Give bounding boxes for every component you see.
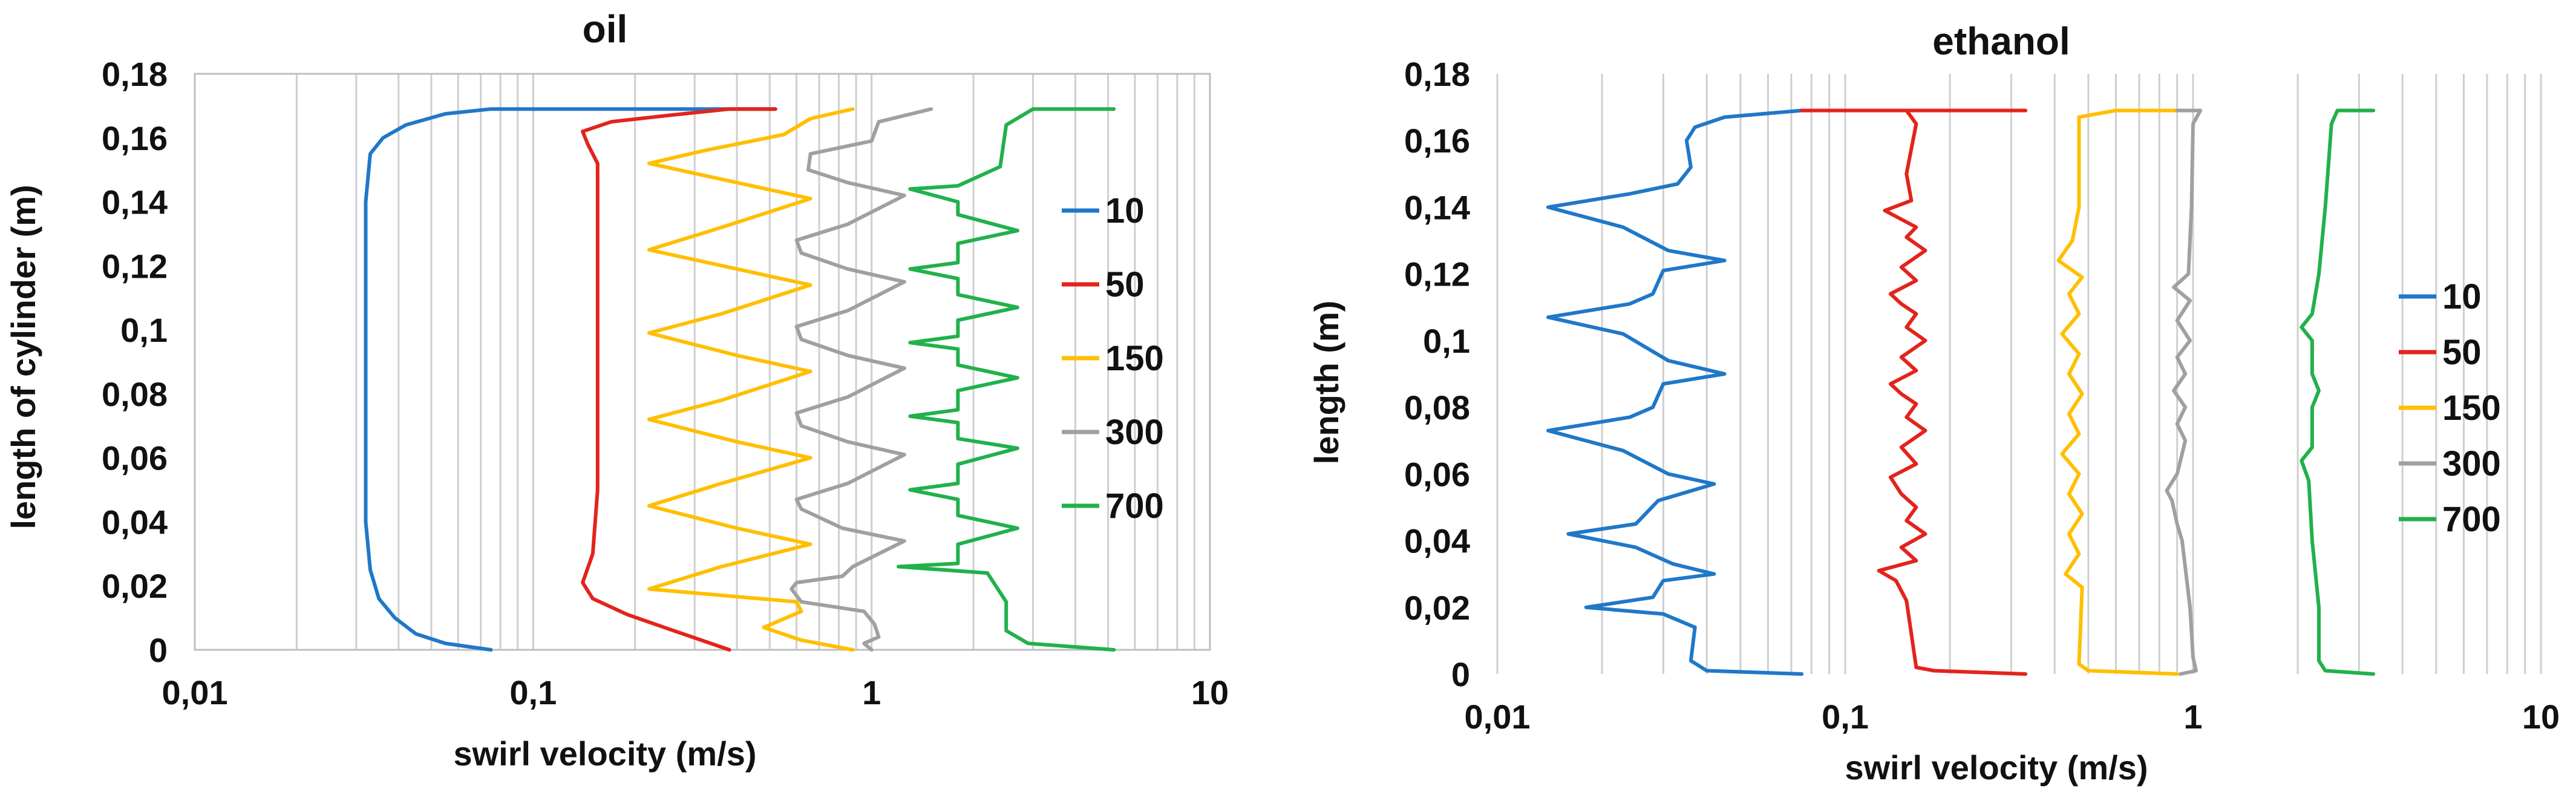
ethanol-legend-label-10: 10 <box>2442 277 2482 316</box>
oil-series-line-150 <box>647 107 855 652</box>
chart-oil-y-ticks: 0 0,02 0,04 0,06 0,08 0,1 0,12 0,14 0,16 0,18 <box>102 55 168 669</box>
ethanol-ytick-label: 0,06 <box>1404 455 1470 493</box>
oil-ytick-label: 0,06 <box>102 439 168 477</box>
oil-legend-label-150: 150 <box>1105 339 1164 378</box>
ethanol-ytick-label: 0,12 <box>1404 255 1470 293</box>
chart-oil-x-ticks: 0,01 0,1 1 10 <box>162 673 1229 712</box>
ethanol-series-line-300 <box>2165 108 2203 676</box>
oil-ytick-label: 0,1 <box>120 311 168 349</box>
chart-ethanol-x-ticks: 0,01 0,1 1 10 <box>1465 698 2560 736</box>
chart-oil: oil length of cylinder (m) swirl velocit… <box>4 7 1229 773</box>
ethanol-legend-label-150: 150 <box>2442 388 2501 428</box>
oil-xtick-label: 1 <box>862 673 881 712</box>
ethanol-xtick-label: 0,01 <box>1465 698 1531 736</box>
ethanol-xtick-label: 10 <box>2522 698 2560 736</box>
oil-xtick-label: 0,1 <box>509 673 557 712</box>
oil-series-line-700 <box>897 107 1116 652</box>
oil-ytick-label: 0,04 <box>102 503 168 541</box>
chart-ethanol-y-ticks: 0 0,02 0,04 0,06 0,08 0,1 0,12 0,14 0,16 0,18 <box>1404 55 1470 693</box>
chart-oil-title: oil <box>583 7 628 51</box>
ethanol-legend-label-50: 50 <box>2442 333 2482 372</box>
chart-oil-legend: 10 50 150 300 700 <box>1062 191 1164 526</box>
oil-ytick-label: 0,16 <box>102 119 168 157</box>
chart-ethanol-title: ethanol <box>1932 19 2070 63</box>
oil-legend-label-700: 700 <box>1105 486 1164 526</box>
oil-xtick-label: 0,01 <box>162 673 228 712</box>
chart-oil-plot-area <box>194 73 1211 651</box>
ethanol-ytick-label: 0,02 <box>1404 589 1470 627</box>
oil-xtick-label: 10 <box>1191 673 1229 712</box>
oil-ytick-label: 0,02 <box>102 567 168 605</box>
ethanol-series-line-10 <box>1546 108 1804 676</box>
oil-ytick-label: 0 <box>149 631 168 669</box>
ethanol-ytick-label: 0,16 <box>1404 122 1470 160</box>
oil-legend-label-50: 50 <box>1105 265 1145 304</box>
ethanol-xtick-label: 1 <box>2183 698 2202 736</box>
oil-series-line-50 <box>581 107 777 652</box>
ethanol-ytick-label: 0,14 <box>1404 188 1470 226</box>
chart-ethanol-series-layer <box>1546 108 2376 676</box>
chart-ethanol-xlabel: swirl velocity (m/s) <box>1845 748 2148 787</box>
ethanol-ytick-label: 0,04 <box>1404 522 1470 560</box>
ethanol-series-line-700 <box>2300 108 2376 676</box>
chart-oil-xlabel: swirl velocity (m/s) <box>453 735 756 773</box>
ethanol-xtick-label: 0,1 <box>1822 698 1869 736</box>
ethanol-ytick-label: 0,08 <box>1404 388 1470 427</box>
oil-legend-label-10: 10 <box>1105 191 1145 231</box>
chart-ethanol-grid <box>1496 74 2542 674</box>
chart-oil-ylabel: length of cylinder (m) <box>4 185 42 529</box>
ethanol-series-line-150 <box>2056 108 2179 676</box>
chart-oil-series-layer <box>364 107 1116 652</box>
ethanol-ytick-label: 0 <box>1451 655 1470 693</box>
chart-ethanol-ylabel: length (m) <box>1307 301 1345 465</box>
oil-ytick-label: 0,18 <box>102 55 168 93</box>
oil-ytick-label: 0,08 <box>102 375 168 413</box>
oil-ytick-label: 0,12 <box>102 247 168 285</box>
chart-ethanol-legend: 10 50 150 300 700 <box>2399 277 2501 539</box>
oil-ytick-label: 0,14 <box>102 183 168 221</box>
ethanol-ytick-label: 0,1 <box>1423 322 1470 360</box>
oil-series-line-300 <box>789 107 933 652</box>
ethanol-ytick-label: 0,18 <box>1404 55 1470 93</box>
ethanol-legend-label-700: 700 <box>2442 500 2501 539</box>
chart-ethanol: ethanol length (m) swirl velocity (m/s) … <box>1307 19 2560 787</box>
oil-legend-label-300: 300 <box>1105 413 1164 452</box>
oil-series-line-10 <box>364 107 777 652</box>
ethanol-legend-label-300: 300 <box>2442 444 2501 483</box>
chart-oil-grid <box>194 74 1211 650</box>
ethanol-series-line-50 <box>1800 108 2028 676</box>
